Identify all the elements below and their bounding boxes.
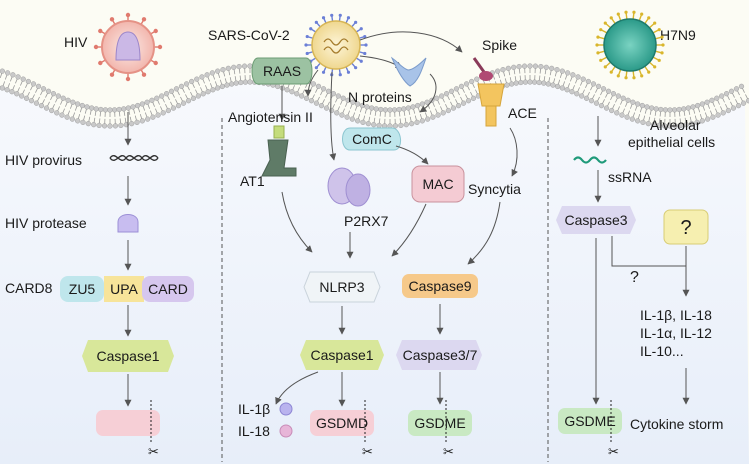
scissors-icon: ✂ xyxy=(443,444,454,459)
ssrna-label: ssRNA xyxy=(608,169,652,185)
il18-icon xyxy=(280,425,292,437)
n-proteins-label: N proteins xyxy=(348,89,412,105)
mac-label: MAC xyxy=(422,176,453,192)
angiotensin-label: Angiotensin II xyxy=(228,109,313,125)
il1b-label: IL-1β xyxy=(238,401,270,417)
sars-gsdme-label: GSDME xyxy=(414,415,465,431)
alveolar-label: Alveolar xyxy=(650,117,701,133)
caspase37-label: Caspase3/7 xyxy=(403,347,478,363)
nlrp3-label: NLRP3 xyxy=(319,279,364,295)
card-label: CARD xyxy=(148,281,188,297)
p2rx7-label: P2RX7 xyxy=(344,213,389,229)
hiv-caspase1-label: Caspase1 xyxy=(96,348,159,364)
sars-gsdmd-label: GSDMD xyxy=(316,415,368,431)
il18-label: IL-18 xyxy=(238,423,270,439)
unknown-link-label: ? xyxy=(630,269,639,286)
zu5-label: ZU5 xyxy=(69,281,96,297)
epithelial-label: epithelial cells xyxy=(628,134,715,150)
cytokine-line-2: IL-1α, IL-12 xyxy=(640,325,712,341)
hiv-provirus-label: HIV provirus xyxy=(5,152,82,168)
spike-label: Spike xyxy=(482,37,517,53)
protease-icon xyxy=(118,215,138,233)
card8-label: CARD8 xyxy=(5,280,53,296)
caspase9-label: Caspase9 xyxy=(408,278,471,294)
raas-label: RAAS xyxy=(263,63,301,79)
comc-label: ComC xyxy=(352,131,392,147)
il1b-icon xyxy=(280,403,292,415)
cytokine-line-3: IL-10... xyxy=(640,343,684,359)
scissors-icon: ✂ xyxy=(148,444,159,459)
sars-label: SARS-CoV-2 xyxy=(208,27,290,43)
sars-caspase1-label: Caspase1 xyxy=(310,347,373,363)
ace-label: ACE xyxy=(508,105,537,121)
cytokine-line-1: IL-1β, IL-18 xyxy=(640,307,712,323)
hiv-protease-label: HIV protease xyxy=(5,215,87,231)
h7n9-label: H7N9 xyxy=(660,27,696,43)
at1-label: AT1 xyxy=(240,173,265,189)
syncytia-label: Syncytia xyxy=(468,181,521,197)
upa-label: UPA xyxy=(110,281,138,297)
unknown-factor-label: ? xyxy=(680,217,691,239)
hiv-gsdmd-box xyxy=(96,410,160,436)
hiv-label: HIV xyxy=(64,34,88,50)
h7-caspase3-label: Caspase3 xyxy=(564,212,627,228)
angiotensin-icon xyxy=(274,126,284,138)
scissors-icon: ✂ xyxy=(362,444,373,459)
h7-gsdme-label: GSDME xyxy=(564,413,615,429)
cytokine-storm-label: Cytokine storm xyxy=(630,416,723,432)
scissors-icon: ✂ xyxy=(608,444,619,459)
